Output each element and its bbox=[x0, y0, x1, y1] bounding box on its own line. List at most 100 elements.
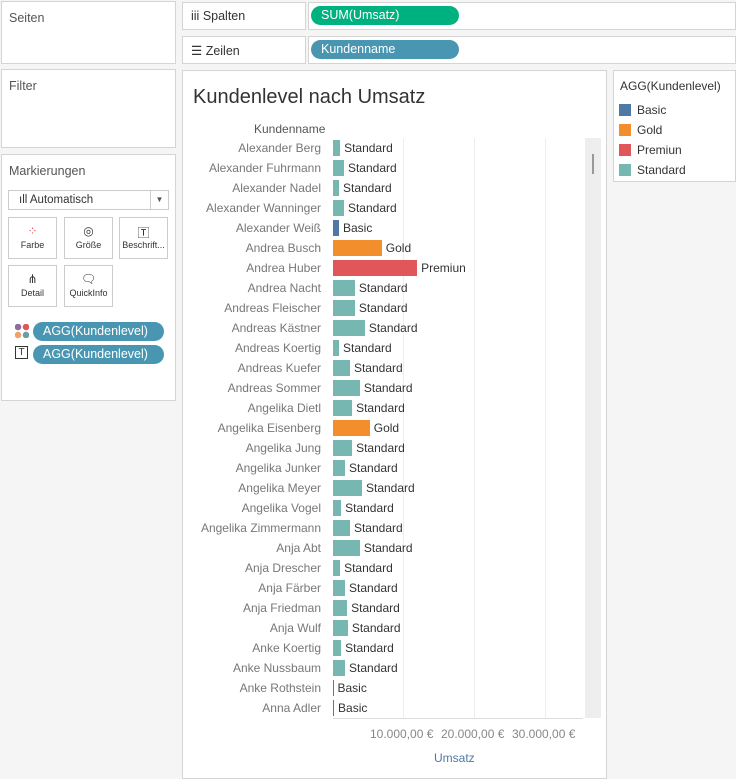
bar[interactable] bbox=[333, 580, 346, 596]
marks-title: Markierungen bbox=[9, 164, 86, 178]
table-row[interactable]: Alexander Nadel Standard bbox=[183, 178, 583, 198]
legend-item[interactable]: Premiun bbox=[619, 143, 682, 157]
bar-label: Standard bbox=[353, 521, 403, 535]
bar[interactable] bbox=[333, 680, 334, 696]
table-row[interactable]: Anke Nussbaum Standard bbox=[183, 658, 583, 678]
customer-name: Andreas Kuefer bbox=[237, 361, 321, 375]
bar-label: Standard bbox=[356, 441, 405, 455]
bar[interactable] bbox=[333, 340, 339, 356]
rows-shelf-label: ☰ Zeilen bbox=[182, 36, 306, 64]
table-row[interactable]: Angelika Eisenberg Gold bbox=[183, 418, 583, 438]
table-row[interactable]: Alexander Wanninger Standard bbox=[183, 198, 583, 218]
bar[interactable] bbox=[333, 640, 342, 656]
bar[interactable] bbox=[333, 320, 365, 336]
table-row[interactable]: Angelika Zimmermann Standard bbox=[183, 518, 583, 538]
size-icon: ◎ bbox=[83, 224, 94, 238]
table-row[interactable]: Anja Färber Standard bbox=[183, 578, 583, 598]
bar[interactable] bbox=[333, 240, 382, 256]
bar[interactable] bbox=[333, 460, 346, 476]
table-row[interactable]: Anja Drescher Standard bbox=[183, 558, 583, 578]
bar[interactable] bbox=[333, 520, 350, 536]
legend-item[interactable]: Standard bbox=[619, 163, 686, 177]
label-pill[interactable]: AGG(Kundenlevel) bbox=[33, 345, 164, 364]
customer-name: Andreas Koertig bbox=[234, 341, 321, 355]
bar[interactable] bbox=[333, 700, 335, 716]
detail-button[interactable]: ⋔ Detail bbox=[8, 265, 57, 307]
table-row[interactable]: Alexander Berg Standard bbox=[183, 138, 583, 158]
filters-panel[interactable]: Filter bbox=[1, 69, 176, 148]
bar[interactable] bbox=[333, 480, 362, 496]
table-row[interactable]: Andreas Kästner Standard bbox=[183, 318, 583, 338]
bar[interactable] bbox=[333, 660, 346, 676]
table-row[interactable]: Angelika Dietl Standard bbox=[183, 398, 583, 418]
table-row[interactable]: Angelika Jung Standard bbox=[183, 438, 583, 458]
legend-item[interactable]: Basic bbox=[619, 103, 666, 117]
customer-name: Andrea Nacht bbox=[247, 281, 321, 295]
rows-shelf[interactable]: Kundenname bbox=[308, 36, 736, 64]
bar[interactable] bbox=[333, 260, 418, 276]
color-pill[interactable]: AGG(Kundenlevel) bbox=[33, 322, 164, 341]
table-row[interactable]: Anke Rothstein Basic bbox=[183, 678, 583, 698]
bar[interactable] bbox=[333, 560, 341, 576]
scrollbar[interactable] bbox=[585, 138, 601, 718]
bar[interactable] bbox=[333, 200, 344, 216]
label-label: Beschrift... bbox=[122, 240, 165, 250]
bar-label: Basic bbox=[338, 701, 368, 715]
bar[interactable] bbox=[333, 300, 355, 316]
bar[interactable] bbox=[333, 360, 350, 376]
color-button[interactable]: ⁘ Farbe bbox=[8, 217, 57, 259]
legend-title: AGG(Kundenlevel) bbox=[620, 79, 721, 93]
bar-label: Standard bbox=[343, 181, 392, 195]
bar[interactable] bbox=[333, 180, 339, 196]
table-row[interactable]: Angelika Meyer Standard bbox=[183, 478, 583, 498]
bar[interactable] bbox=[333, 540, 360, 556]
bar[interactable] bbox=[333, 380, 360, 396]
columns-pill[interactable]: SUM(Umsatz) bbox=[311, 6, 459, 25]
bar[interactable] bbox=[333, 600, 348, 616]
table-row[interactable]: Andreas Sommer Standard bbox=[183, 378, 583, 398]
table-row[interactable]: Andrea Nacht Standard bbox=[183, 278, 583, 298]
bar[interactable] bbox=[333, 280, 355, 296]
table-row[interactable]: Alexander Fuhrmann Standard bbox=[183, 158, 583, 178]
table-row[interactable]: Anja Friedman Standard bbox=[183, 598, 583, 618]
y-axis-header: Kundenname bbox=[254, 122, 326, 136]
bar[interactable] bbox=[333, 440, 353, 456]
customer-name: Angelika Dietl bbox=[247, 401, 321, 415]
table-row[interactable]: Andreas Kuefer Standard bbox=[183, 358, 583, 378]
rows-pill[interactable]: Kundenname bbox=[311, 40, 459, 59]
table-row[interactable]: Alexander Weiß Basic bbox=[183, 218, 583, 238]
bar[interactable] bbox=[333, 420, 370, 436]
bar[interactable] bbox=[333, 620, 348, 636]
bar[interactable] bbox=[333, 500, 342, 516]
pages-title: Seiten bbox=[9, 11, 45, 25]
table-row[interactable]: Andrea Busch Gold bbox=[183, 238, 583, 258]
table-row[interactable]: Anja Abt Standard bbox=[183, 538, 583, 558]
size-button[interactable]: ◎ Größe bbox=[64, 217, 113, 259]
table-row[interactable]: Anna Adler Basic bbox=[183, 698, 583, 718]
bar[interactable] bbox=[333, 140, 341, 156]
table-row[interactable]: Angelika Junker Standard bbox=[183, 458, 583, 478]
bar-chart-icon: ıll bbox=[19, 194, 30, 206]
x-tick-label: 20.000,00 € bbox=[441, 727, 505, 741]
scrollbar-thumb[interactable] bbox=[592, 154, 594, 174]
tooltip-button[interactable]: 🗨 QuickInfo bbox=[64, 265, 113, 307]
customer-name: Angelika Junker bbox=[235, 461, 321, 475]
label-button[interactable]: 🅃 Beschrift... bbox=[119, 217, 168, 259]
table-row[interactable]: Angelika Vogel Standard bbox=[183, 498, 583, 518]
bar-label: Standard bbox=[363, 541, 413, 555]
table-row[interactable]: Andreas Koertig Standard bbox=[183, 338, 583, 358]
mark-type-dropdown[interactable]: ıll Automatisch ▼ bbox=[8, 190, 169, 210]
columns-shelf[interactable]: SUM(Umsatz) bbox=[308, 2, 736, 30]
columns-icon: iii bbox=[191, 9, 203, 23]
bar-label: Standard bbox=[353, 361, 403, 375]
table-row[interactable]: Anke Koertig Standard bbox=[183, 638, 583, 658]
legend-label: Standard bbox=[637, 163, 686, 177]
customer-name: Anja Drescher bbox=[244, 561, 321, 575]
legend-item[interactable]: Gold bbox=[619, 123, 662, 137]
table-row[interactable]: Andreas Fleischer Standard bbox=[183, 298, 583, 318]
bar[interactable] bbox=[333, 400, 353, 416]
bar[interactable] bbox=[333, 220, 339, 236]
table-row[interactable]: Andrea Huber Premiun bbox=[183, 258, 583, 278]
bar[interactable] bbox=[333, 160, 344, 176]
table-row[interactable]: Anja Wulf Standard bbox=[183, 618, 583, 638]
